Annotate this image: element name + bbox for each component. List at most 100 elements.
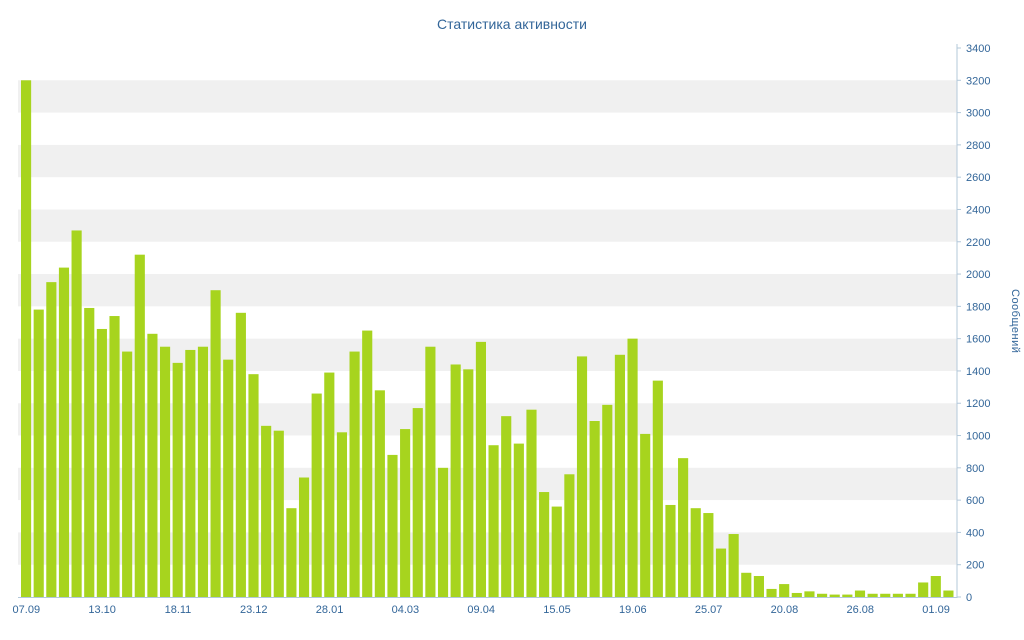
bar [930, 576, 941, 597]
y-tick-label: 3200 [966, 75, 990, 87]
y-tick-label: 2800 [966, 140, 990, 152]
bar [513, 443, 524, 597]
bar [437, 467, 449, 597]
x-tick-label: 07.09 [13, 604, 41, 616]
bar [425, 346, 436, 597]
bar [678, 458, 689, 597]
y-tick-label: 1800 [966, 301, 990, 313]
y-tick-label: 800 [966, 463, 984, 475]
bar [400, 429, 411, 597]
bar [501, 416, 512, 597]
bar [943, 590, 954, 597]
bar [172, 362, 183, 597]
bar [779, 584, 790, 597]
grid-band [18, 209, 957, 242]
bar [109, 316, 120, 597]
y-tick-label: 1200 [966, 398, 990, 410]
bar [122, 351, 133, 597]
bar [349, 351, 360, 597]
bar [273, 430, 284, 597]
y-tick-label: 2200 [966, 237, 990, 249]
y-tick-label: 1400 [966, 366, 990, 378]
bar [854, 590, 866, 597]
bar [58, 267, 70, 597]
grid-band [18, 467, 957, 501]
bar [185, 349, 196, 597]
bar [197, 346, 209, 597]
bar [147, 333, 158, 597]
bar [842, 594, 853, 597]
bar [817, 593, 828, 597]
x-tick-label: 23.12 [240, 604, 268, 616]
bar [791, 592, 802, 597]
bar [223, 359, 234, 597]
bar [551, 506, 562, 597]
x-tick-label: 20.08 [771, 604, 799, 616]
bar [690, 508, 701, 597]
y-tick-label: 0 [966, 592, 972, 604]
bar [450, 364, 461, 597]
bar [867, 593, 878, 597]
x-tick-label: 01.09 [922, 604, 950, 616]
bar [210, 290, 221, 597]
x-tick-label: 26.08 [846, 604, 874, 616]
bar [286, 508, 297, 597]
grid-band [18, 403, 957, 436]
y-tick-label: 3400 [966, 43, 990, 55]
grid-band [18, 144, 957, 178]
bar [134, 254, 145, 597]
bar [576, 356, 588, 597]
y-tick-label: 200 [966, 560, 984, 572]
bar [564, 474, 575, 597]
bar [475, 341, 486, 597]
grid-band [18, 274, 957, 307]
grid-band [18, 338, 957, 371]
bar [298, 477, 310, 597]
bar [715, 548, 727, 597]
bar [261, 425, 272, 597]
grid-band [18, 532, 957, 565]
bar [33, 309, 44, 597]
bar [324, 372, 335, 597]
bar [96, 328, 107, 597]
bar [539, 492, 550, 597]
bar [627, 338, 638, 597]
bar [412, 408, 423, 597]
bar [311, 393, 322, 597]
grid-band [18, 80, 957, 113]
y-tick-label: 1000 [966, 431, 990, 443]
y-tick-label: 2400 [966, 204, 990, 216]
x-tick-label: 25.07 [695, 604, 723, 616]
x-tick-label: 13.10 [88, 604, 116, 616]
bar [21, 80, 32, 598]
bar [804, 591, 815, 597]
bar [71, 230, 82, 597]
bar [741, 572, 752, 597]
bar [614, 354, 625, 597]
bar [652, 380, 663, 597]
bar [589, 421, 600, 597]
y-tick-label: 1600 [966, 334, 990, 346]
bar [753, 576, 764, 597]
bar [665, 504, 676, 597]
x-tick-label: 18.11 [165, 604, 192, 616]
bar [488, 445, 499, 597]
bar [728, 534, 739, 597]
y-tick-label: 2000 [966, 269, 990, 281]
bar [84, 307, 95, 597]
x-tick-label: 15.05 [543, 604, 571, 616]
x-tick-label: 28.01 [316, 604, 344, 616]
bar [918, 582, 929, 597]
bar [829, 594, 840, 597]
bar [880, 593, 891, 597]
y-tick-label: 600 [966, 495, 984, 507]
x-tick-label: 19.06 [619, 604, 647, 616]
bar [387, 454, 398, 597]
x-tick-label: 04.03 [392, 604, 420, 616]
bar [46, 282, 57, 597]
chart-title: Статистика активности [437, 16, 587, 32]
bar [362, 330, 373, 597]
bar [374, 390, 385, 597]
bar [235, 312, 246, 597]
